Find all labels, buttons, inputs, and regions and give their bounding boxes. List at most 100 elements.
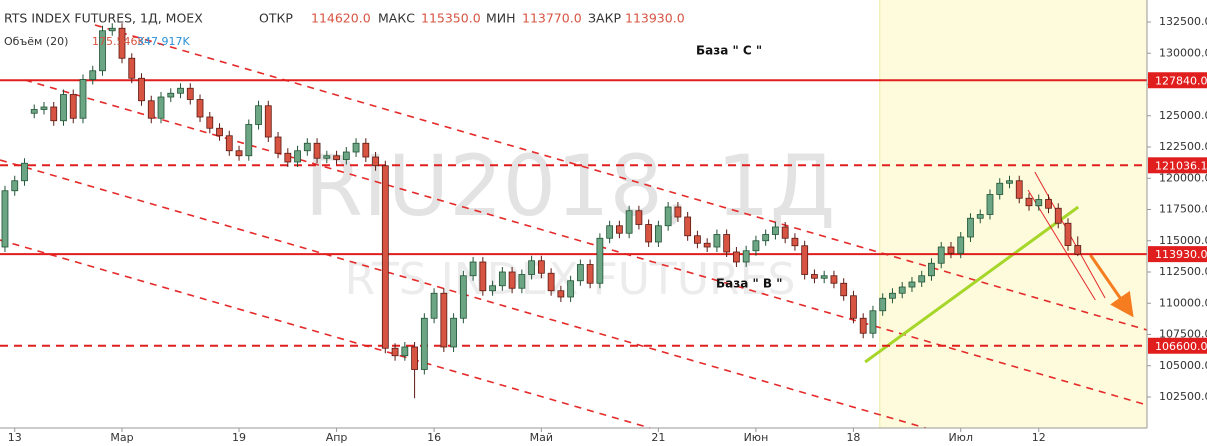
y-tick-label: 107500.0 [1159, 328, 1207, 341]
candle-body [342, 151, 350, 160]
candle-body [333, 155, 340, 160]
axes: 102500.0 105000.0 107500.0 110000.0 112500.0… [8, 15, 1207, 444]
candle-body [469, 261, 477, 277]
candle-body [498, 271, 506, 287]
candle-body [654, 225, 662, 243]
candle-body [508, 271, 516, 289]
candle-body [996, 182, 1004, 195]
ohlc-label: МАКС [378, 11, 415, 26]
level-label-bg [1148, 72, 1207, 89]
candle-body [772, 226, 779, 235]
candle-body [108, 27, 116, 32]
header: RTS INDEX FUTURES, 1Д, MOEX ОТКР 114620.… [4, 11, 685, 49]
y-tick-label: 125000.0 [1159, 109, 1207, 122]
candle-body [235, 150, 243, 157]
candle-body [21, 162, 28, 182]
candle-body [1015, 180, 1023, 199]
ohlc-value: 113930.0 [625, 11, 685, 26]
candle-body [430, 292, 438, 319]
candle-body [733, 251, 740, 263]
candle-body [372, 156, 379, 167]
y-tick-label: 112500.0 [1159, 265, 1207, 278]
candle-body [703, 242, 711, 248]
candle-body [489, 285, 497, 292]
candle-body [1, 190, 9, 248]
candle-body [99, 30, 106, 72]
level-label-bg [1148, 337, 1207, 354]
candle-body [1006, 180, 1013, 184]
annotation: База " С " [696, 44, 762, 58]
candle-body [245, 124, 253, 157]
ohlc-value: 114620.0 [311, 11, 371, 26]
candle-body [694, 235, 701, 244]
candle-body [186, 87, 194, 100]
candle-body [537, 260, 545, 274]
candle-body [11, 180, 19, 192]
y-tick-label: 117500.0 [1159, 203, 1207, 216]
candle-body [957, 236, 965, 254]
volume-average: 347.917K [137, 35, 190, 48]
candle-body [147, 100, 155, 119]
candle-body [918, 275, 926, 283]
candle-body [313, 142, 321, 159]
candle-body [898, 286, 906, 294]
level-label: 113930.0 [1155, 248, 1207, 261]
candle-body [1074, 245, 1082, 255]
symbol-title: RTS INDEX FUTURES, 1Д, MOEX [4, 11, 203, 26]
candle-body [352, 142, 360, 153]
candle-body [937, 246, 945, 264]
candle-body [586, 264, 594, 284]
candle-body [60, 94, 67, 122]
y-tick-label: 110000.0 [1159, 296, 1207, 309]
candle-body [411, 346, 418, 370]
candle-body [362, 142, 370, 158]
candle-body [986, 194, 994, 215]
candle-body [567, 280, 575, 298]
level-label: 106600.0 [1155, 340, 1207, 353]
x-tick-label: 13 [8, 431, 22, 444]
candle-body [811, 274, 818, 279]
candle-body [723, 234, 731, 253]
candle-body [50, 106, 58, 122]
y-tick-label: 130000.0 [1159, 46, 1207, 59]
candle-body [1064, 222, 1072, 246]
candle-body [664, 206, 672, 227]
ohlc-label: ОТКР [259, 11, 293, 26]
candle-body [547, 272, 555, 292]
candle-body [196, 99, 204, 118]
candle-body [947, 246, 955, 254]
candle-body [596, 237, 604, 284]
candle-body [157, 96, 165, 119]
candle-body [167, 92, 175, 98]
candle-body [791, 237, 799, 247]
candle-body [820, 275, 828, 279]
candle-body [440, 292, 448, 348]
candle-body [1035, 199, 1043, 207]
candle-body [303, 142, 311, 152]
ohlc-value: 115350.0 [421, 11, 481, 26]
candle-body [381, 165, 389, 349]
ohlc-label: ЗАКР [588, 11, 621, 26]
candle-body [967, 217, 974, 238]
candle-body [138, 77, 145, 102]
candle-body [255, 105, 262, 125]
candle-body [645, 224, 653, 243]
candle-body [625, 210, 633, 234]
trend-line [1089, 254, 1134, 318]
candle-body [391, 347, 399, 357]
candle-body [635, 210, 643, 225]
candle-body [684, 216, 692, 237]
candle-body [206, 116, 214, 129]
trend-line [94, 24, 1148, 331]
candle-body [928, 262, 935, 277]
y-tick-label: 122500.0 [1159, 140, 1207, 153]
annotation: База " В " [716, 277, 783, 291]
candle-body [781, 226, 789, 239]
candle-body [284, 152, 292, 163]
candle-body [615, 225, 623, 234]
candle-body [518, 274, 526, 289]
volume-label: Объём (20) [4, 35, 68, 48]
candle-body [479, 261, 487, 292]
candle-body [274, 136, 282, 154]
x-tick-label: Июн [744, 431, 769, 444]
